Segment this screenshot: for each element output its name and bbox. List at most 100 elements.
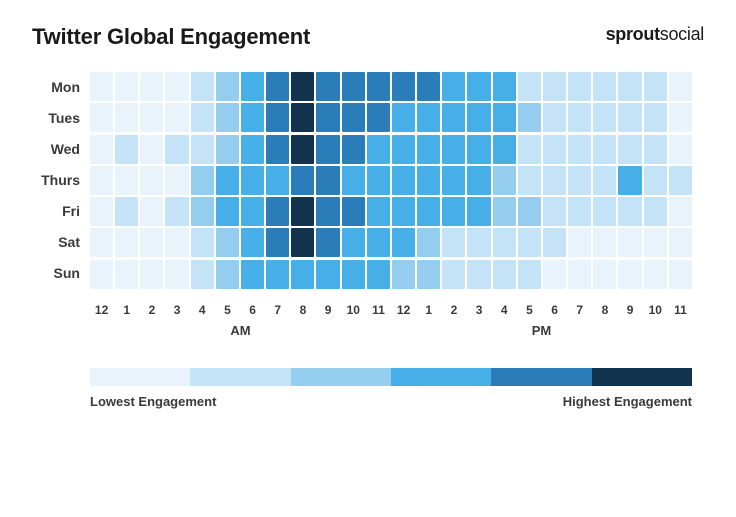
heatmap-cell xyxy=(342,72,365,101)
heatmap-cell xyxy=(291,197,314,226)
heatmap-cell xyxy=(467,228,490,257)
heatmap-cell xyxy=(442,135,465,164)
heatmap-cell xyxy=(493,72,516,101)
x-axis-label: 1 xyxy=(115,303,138,317)
heatmap-cell xyxy=(90,228,113,257)
brand-logo: sproutsocial xyxy=(606,24,704,45)
chart-title: Twitter Global Engagement xyxy=(32,24,310,50)
heatmap-cell xyxy=(392,135,415,164)
y-axis-label: Tues xyxy=(32,103,80,134)
heatmap-cell xyxy=(518,228,541,257)
legend-low-label: Lowest Engagement xyxy=(90,394,216,409)
heatmap-cell xyxy=(593,166,616,195)
heatmap-cell xyxy=(191,228,214,257)
heatmap-cell xyxy=(266,260,289,289)
heatmap-cell xyxy=(291,72,314,101)
heatmap-cell xyxy=(543,228,566,257)
heatmap-cell xyxy=(543,260,566,289)
heatmap-cell xyxy=(216,197,239,226)
heatmap-cell xyxy=(669,103,692,132)
heatmap-cell xyxy=(291,228,314,257)
heatmap-cell xyxy=(493,260,516,289)
legend-segment xyxy=(291,368,391,386)
heatmap-cell xyxy=(342,103,365,132)
heatmap-cell xyxy=(518,260,541,289)
heatmap-cell xyxy=(165,260,188,289)
heatmap-cell xyxy=(593,103,616,132)
heatmap-cell xyxy=(90,72,113,101)
heatmap-cell xyxy=(618,197,641,226)
y-axis-label: Thurs xyxy=(32,165,80,196)
legend-segment xyxy=(391,368,491,386)
heatmap-cell xyxy=(669,135,692,164)
brand-bold: sprout xyxy=(606,24,660,44)
heatmap-cell xyxy=(392,72,415,101)
heatmap-cell xyxy=(669,166,692,195)
heatmap-cell xyxy=(191,197,214,226)
heatmap-cell xyxy=(165,197,188,226)
heatmap-cell xyxy=(241,135,264,164)
heatmap-cell xyxy=(241,197,264,226)
heatmap-cell xyxy=(467,260,490,289)
heatmap-cell xyxy=(669,228,692,257)
heatmap-cell xyxy=(618,166,641,195)
legend: Lowest Engagement Highest Engagement xyxy=(90,368,692,409)
heatmap-cell xyxy=(291,260,314,289)
heatmap-cell xyxy=(115,197,138,226)
x-axis-label: 6 xyxy=(543,303,566,317)
heatmap-cell xyxy=(165,135,188,164)
heatmap-cell xyxy=(467,166,490,195)
y-axis-labels: MonTuesWedThursFriSatSun xyxy=(32,72,90,289)
heatmap-cell xyxy=(568,228,591,257)
heatmap-cell xyxy=(115,103,138,132)
x-period-am: AM xyxy=(90,323,391,338)
x-period-pm: PM xyxy=(391,323,692,338)
x-axis-label: 4 xyxy=(191,303,214,317)
heatmap-cell xyxy=(417,166,440,195)
heatmap-cell xyxy=(467,72,490,101)
heatmap-cell xyxy=(644,103,667,132)
x-axis-label: 9 xyxy=(316,303,339,317)
heatmap-cell xyxy=(669,197,692,226)
x-axis-label: 5 xyxy=(518,303,541,317)
heatmap-cell xyxy=(417,197,440,226)
heatmap-cell xyxy=(618,260,641,289)
heatmap-cell xyxy=(191,72,214,101)
y-axis-label: Wed xyxy=(32,134,80,165)
heatmap-cell xyxy=(90,166,113,195)
heatmap-cell xyxy=(241,103,264,132)
heatmap-cell xyxy=(342,228,365,257)
heatmap-cell xyxy=(568,72,591,101)
heatmap-cell xyxy=(493,197,516,226)
x-axis-label: 9 xyxy=(618,303,641,317)
heatmap-cell xyxy=(191,135,214,164)
x-axis-label: 4 xyxy=(493,303,516,317)
legend-high-label: Highest Engagement xyxy=(563,394,692,409)
heatmap-cell xyxy=(568,260,591,289)
x-axis-label: 3 xyxy=(165,303,188,317)
heatmap-cell xyxy=(367,197,390,226)
heatmap-cell xyxy=(216,228,239,257)
heatmap-cell xyxy=(216,166,239,195)
heatmap-cell xyxy=(568,135,591,164)
heatmap-cell xyxy=(342,260,365,289)
heatmap-cell xyxy=(593,72,616,101)
heatmap-cell xyxy=(316,72,339,101)
heatmap-cell xyxy=(417,260,440,289)
heatmap-cell xyxy=(493,135,516,164)
heatmap: MonTuesWedThursFriSatSun xyxy=(32,72,704,289)
heatmap-cell xyxy=(316,166,339,195)
x-axis-label: 12 xyxy=(392,303,415,317)
heatmap-cell xyxy=(442,166,465,195)
heatmap-cell xyxy=(165,166,188,195)
heatmap-cell xyxy=(417,135,440,164)
x-axis-label: 11 xyxy=(669,303,692,317)
x-axis-labels: 121234567891011121234567891011 xyxy=(90,303,692,317)
heatmap-cell xyxy=(291,166,314,195)
x-axis-label: 6 xyxy=(241,303,264,317)
heatmap-cell xyxy=(367,135,390,164)
heatmap-cell xyxy=(543,103,566,132)
heatmap-cell xyxy=(241,166,264,195)
heatmap-cell xyxy=(467,103,490,132)
heatmap-cell xyxy=(165,103,188,132)
